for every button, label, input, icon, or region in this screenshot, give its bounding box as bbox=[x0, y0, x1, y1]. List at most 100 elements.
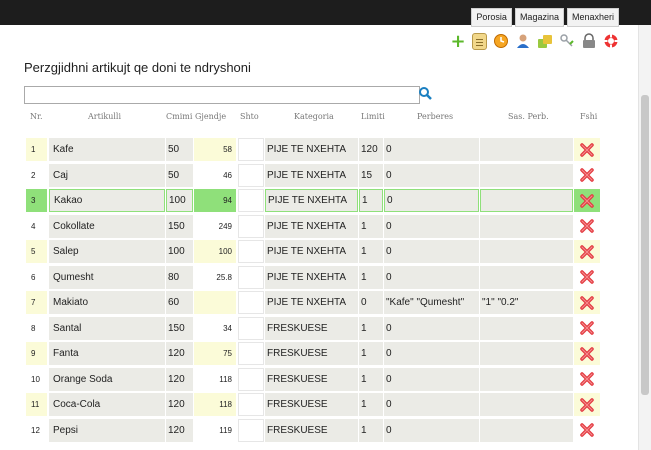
stock-field[interactable]: 249 bbox=[194, 214, 236, 238]
price-field[interactable]: 120 bbox=[166, 418, 193, 442]
delete-icon[interactable] bbox=[574, 265, 600, 289]
item-name-field[interactable]: Orange Soda bbox=[49, 367, 165, 391]
limit-field[interactable]: 0 bbox=[359, 291, 383, 314]
ingredients-field[interactable]: 0 bbox=[384, 265, 479, 289]
clock-icon[interactable] bbox=[493, 33, 509, 49]
item-name-field[interactable]: Makiato bbox=[49, 291, 165, 314]
add-stock-field[interactable] bbox=[238, 316, 264, 340]
price-field[interactable]: 50 bbox=[166, 163, 193, 187]
category-field[interactable]: PIJE TE NXEHTA bbox=[265, 163, 358, 187]
item-name-field[interactable]: Fanta bbox=[49, 342, 165, 365]
item-name-field[interactable]: Coca-Cola bbox=[49, 393, 165, 416]
category-field[interactable]: FRESKUESE bbox=[265, 342, 358, 365]
stock-field[interactable]: 118 bbox=[194, 393, 236, 416]
ingredients-field[interactable]: "Kafe" "Qumesht" bbox=[384, 291, 479, 314]
price-field[interactable]: 150 bbox=[166, 214, 193, 238]
item-name-field[interactable]: Kakao bbox=[49, 189, 165, 212]
add-stock-field[interactable] bbox=[238, 418, 264, 442]
ingredients-field[interactable]: 0 bbox=[384, 163, 479, 187]
ingredient-qty-field[interactable] bbox=[480, 189, 573, 212]
delete-icon[interactable] bbox=[574, 240, 600, 263]
table-row[interactable]: 5 Salep 100 100 PIJE TE NXEHTA 1 0 bbox=[26, 240, 601, 266]
limit-field[interactable]: 1 bbox=[359, 342, 383, 365]
delete-icon[interactable] bbox=[574, 163, 600, 187]
key-icon[interactable] bbox=[559, 33, 575, 49]
ingredients-field[interactable]: 0 bbox=[384, 138, 479, 161]
limit-field[interactable]: 1 bbox=[359, 418, 383, 442]
delete-icon[interactable] bbox=[574, 393, 600, 416]
delete-icon[interactable] bbox=[574, 418, 600, 442]
limit-field[interactable]: 1 bbox=[359, 393, 383, 416]
add-stock-field[interactable] bbox=[238, 138, 264, 161]
delete-icon[interactable] bbox=[574, 291, 600, 314]
add-stock-field[interactable] bbox=[238, 291, 264, 314]
table-row[interactable]: 10 Orange Soda 120 118 FRESKUESE 1 0 bbox=[26, 367, 601, 394]
add-stock-field[interactable] bbox=[238, 163, 264, 187]
limit-field[interactable]: 120 bbox=[359, 138, 383, 161]
ingredient-qty-field[interactable] bbox=[480, 240, 573, 263]
ingredients-field[interactable]: 0 bbox=[384, 189, 479, 212]
search-icon[interactable] bbox=[418, 86, 432, 100]
table-row[interactable]: 11 Coca-Cola 120 118 FRESKUESE 1 0 bbox=[26, 393, 601, 419]
delete-icon[interactable] bbox=[574, 214, 600, 238]
item-name-field[interactable]: Kafe bbox=[49, 138, 165, 161]
plus-icon[interactable]: + bbox=[450, 30, 466, 52]
add-stock-field[interactable] bbox=[238, 265, 264, 289]
search-input[interactable] bbox=[24, 86, 420, 104]
price-field[interactable]: 80 bbox=[166, 265, 193, 289]
item-name-field[interactable]: Salep bbox=[49, 240, 165, 263]
category-field[interactable]: PIJE TE NXEHTA bbox=[265, 214, 358, 238]
stock-field[interactable]: 75 bbox=[194, 342, 236, 365]
stock-field[interactable]: 119 bbox=[194, 418, 236, 442]
item-name-field[interactable]: Santal bbox=[49, 316, 165, 340]
limit-field[interactable]: 1 bbox=[359, 316, 383, 340]
ingredient-qty-field[interactable] bbox=[480, 316, 573, 340]
users-icon[interactable] bbox=[537, 33, 553, 49]
add-stock-field[interactable] bbox=[238, 214, 264, 238]
lifebuoy-icon[interactable] bbox=[603, 33, 619, 49]
ingredients-field[interactable]: 0 bbox=[384, 240, 479, 263]
tab-porosia[interactable]: Porosia bbox=[471, 8, 512, 27]
ingredients-field[interactable]: 0 bbox=[384, 418, 479, 442]
add-stock-field[interactable] bbox=[238, 189, 264, 212]
lock-icon[interactable] bbox=[581, 33, 597, 49]
add-stock-field[interactable] bbox=[238, 367, 264, 391]
ingredient-qty-field[interactable] bbox=[480, 393, 573, 416]
limit-field[interactable]: 1 bbox=[359, 214, 383, 238]
category-field[interactable]: FRESKUESE bbox=[265, 418, 358, 442]
stock-field[interactable]: 58 bbox=[194, 138, 236, 161]
ingredient-qty-field[interactable] bbox=[480, 214, 573, 238]
delete-icon[interactable] bbox=[574, 316, 600, 340]
add-stock-field[interactable] bbox=[238, 342, 264, 365]
table-row[interactable]: 9 Fanta 120 75 FRESKUESE 1 0 bbox=[26, 342, 601, 368]
stock-field[interactable]: 118 bbox=[194, 367, 236, 391]
item-name-field[interactable]: Pepsi bbox=[49, 418, 165, 442]
limit-field[interactable]: 15 bbox=[359, 163, 383, 187]
table-row[interactable]: 2 Caj 50 46 PIJE TE NXEHTA 15 0 bbox=[26, 163, 601, 190]
table-row[interactable]: 1 Kafe 50 58 PIJE TE NXEHTA 120 0 bbox=[26, 138, 601, 164]
delete-icon[interactable] bbox=[574, 138, 600, 161]
table-row[interactable]: 6 Qumesht 80 25.8 PIJE TE NXEHTA 1 0 bbox=[26, 265, 601, 292]
ingredients-field[interactable]: 0 bbox=[384, 393, 479, 416]
item-name-field[interactable]: Caj bbox=[49, 163, 165, 187]
ingredients-field[interactable]: 0 bbox=[384, 367, 479, 391]
category-field[interactable]: PIJE TE NXEHTA bbox=[265, 240, 358, 263]
ingredient-qty-field[interactable]: "1" "0.2" bbox=[480, 291, 573, 314]
item-name-field[interactable]: Qumesht bbox=[49, 265, 165, 289]
stock-field[interactable]: 100 bbox=[194, 240, 236, 263]
ingredients-field[interactable]: 0 bbox=[384, 214, 479, 238]
tab-magazina[interactable]: Magazina bbox=[514, 8, 564, 27]
limit-field[interactable]: 1 bbox=[359, 240, 383, 263]
add-stock-field[interactable] bbox=[238, 393, 264, 416]
item-name-field[interactable]: Cokollate bbox=[49, 214, 165, 238]
stock-field[interactable]: 46 bbox=[194, 163, 236, 187]
table-row[interactable]: 4 Cokollate 150 249 PIJE TE NXEHTA 1 0 bbox=[26, 214, 601, 241]
user-icon[interactable] bbox=[515, 33, 531, 49]
ingredients-field[interactable]: 0 bbox=[384, 316, 479, 340]
price-field[interactable]: 100 bbox=[166, 189, 193, 212]
table-row[interactable]: 12 Pepsi 120 119 FRESKUESE 1 0 bbox=[26, 418, 601, 445]
price-field[interactable]: 120 bbox=[166, 393, 193, 416]
limit-field[interactable]: 1 bbox=[359, 265, 383, 289]
delete-icon[interactable] bbox=[574, 367, 600, 391]
stock-field[interactable]: 94 bbox=[194, 189, 236, 212]
